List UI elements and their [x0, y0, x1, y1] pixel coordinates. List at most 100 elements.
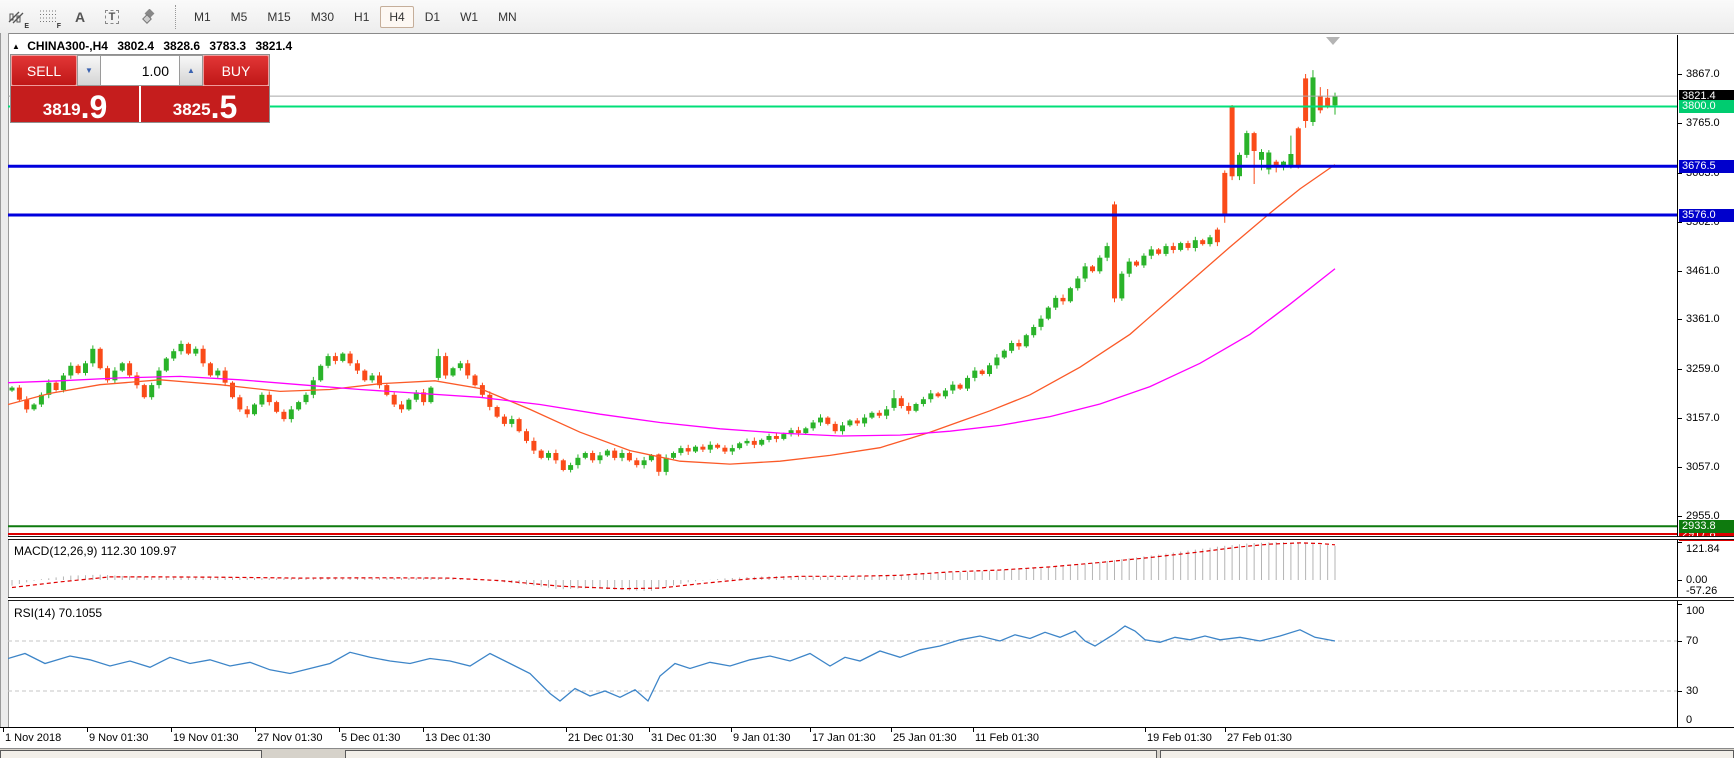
time-tick-mark — [891, 728, 892, 732]
price-callout-3576.0: 3576.0 — [1679, 208, 1734, 222]
chart-window-top-border — [0, 33, 1734, 34]
axis-tick-label: 3461.0 — [1686, 264, 1720, 277]
pane-separator[interactable] — [8, 536, 1734, 540]
crosshatch-e-icon[interactable]: E — [1, 4, 31, 30]
volume-input[interactable] — [101, 55, 179, 86]
time-tick-mark — [255, 728, 256, 732]
sell-price-display[interactable]: 3819 .9 — [11, 86, 139, 124]
axis-tick-mark — [1678, 691, 1682, 692]
ohlc-close: 3821.4 — [255, 39, 293, 53]
time-axis[interactable]: 1 Nov 2018 9 Nov 01:30 19 Nov 01:30 27 Nov … — [0, 727, 1734, 748]
axis-tick-mark — [1678, 580, 1682, 581]
axis-tick-label: 70 — [1686, 635, 1699, 647]
diamonds-icon — [142, 8, 155, 24]
axis-tick-mark — [1678, 466, 1682, 468]
time-tick-mark — [973, 728, 974, 732]
buy-button[interactable]: BUY — [203, 55, 269, 86]
timeframe-button-mn[interactable]: MN — [498, 9, 517, 24]
icon-sub-label: E — [24, 22, 29, 30]
time-axis-label: 1 Nov 2018 — [5, 732, 62, 744]
buy-price-display[interactable]: 3825 .5 — [139, 86, 269, 123]
grid-f-icon[interactable]: F — [33, 4, 63, 30]
time-axis-label: 27 Nov 01:30 — [257, 732, 323, 744]
timeframe-button-w1[interactable]: W1 — [460, 9, 479, 24]
axis-tick-label: 3259.0 — [1686, 362, 1720, 375]
timeframe-button-m5[interactable]: M5 — [230, 9, 248, 24]
timeframe-button-m30[interactable]: M30 — [310, 9, 335, 24]
time-tick-mark — [1225, 728, 1226, 732]
timeframe-button-h1[interactable]: H1 — [354, 9, 370, 24]
axis-tick-label: -57.26 — [1686, 585, 1718, 597]
axis-tick-mark — [1678, 542, 1682, 543]
rsi-label: RSI(14) 70.1055 — [14, 606, 103, 620]
chart-tab-segment[interactable] — [0, 750, 262, 758]
price-callout-3800.0: 3800.0 — [1679, 99, 1734, 113]
time-tick-mark — [87, 728, 88, 732]
axis-tick-label: 3057.0 — [1686, 460, 1720, 473]
time-tick-mark — [171, 728, 172, 732]
time-axis-label: 31 Dec 01:30 — [651, 732, 717, 744]
buy-price-main: 3825 — [172, 100, 211, 119]
timeframe-button-m15[interactable]: M15 — [267, 9, 291, 24]
axis-tick-mark — [1678, 123, 1682, 125]
volume-decrease-button[interactable]: ▼ — [77, 55, 101, 86]
timeframe-button-d1[interactable]: D1 — [424, 9, 441, 24]
sell-button[interactable]: SELL — [11, 55, 77, 86]
grid-icon — [40, 10, 56, 22]
ohlc-high: 3828.6 — [163, 39, 201, 53]
main-chart-pane[interactable] — [8, 35, 1677, 536]
timeframe-buttons: M1 M5 M15 M30 H1 H4 D1 W1 MN — [184, 5, 527, 28]
time-tick-mark — [3, 728, 4, 732]
crosshatch-icon — [8, 11, 24, 23]
axis-tick-label: 3765.0 — [1686, 117, 1720, 130]
timeframe-button-h4[interactable]: H4 — [380, 5, 414, 28]
axis-tick-mark — [1678, 319, 1682, 321]
chart-tab-segment[interactable] — [1160, 750, 1734, 758]
price-callout-3821.4: 3821.4 — [1679, 89, 1734, 103]
axis-tick-label: 0.00 — [1686, 574, 1708, 586]
rsi-pane[interactable] — [8, 602, 1677, 727]
one-click-trading-panel: SELL ▼ ▲ BUY 3819 .9 3825 .5 — [10, 54, 270, 123]
toolbar: E F A T ▾ M1 M5 M15 M30 H1 H4 D1 W1 MN — [0, 0, 1734, 34]
price-axis[interactable]: 3867.0 3765.0 3663.0 3562.0 3461.0 3361.0 3259… — [1677, 35, 1734, 730]
sell-price-main: 3819 — [42, 100, 81, 119]
icon-sub-label: F — [56, 22, 61, 30]
time-axis-label: 17 Jan 01:30 — [812, 732, 876, 744]
macd-pane[interactable] — [8, 541, 1677, 597]
macd-label: MACD(12,26,9) 112.30 109.97 — [14, 544, 177, 558]
axis-tick-mark — [1678, 172, 1682, 174]
axis-tick-mark — [1678, 418, 1682, 420]
axis-tick-label: 3361.0 — [1686, 313, 1720, 326]
shapes-color-icon[interactable]: ▾ — [129, 4, 169, 30]
axis-tick-mark — [1678, 603, 1682, 605]
axis-tick-label: 100 — [1686, 605, 1705, 617]
axis-tick-mark — [1678, 368, 1682, 370]
timeframe-button-m1[interactable]: M1 — [194, 9, 211, 24]
time-axis-label: 9 Jan 01:30 — [733, 732, 791, 744]
toolbar-separator — [175, 4, 177, 29]
time-axis-label: 25 Jan 01:30 — [893, 732, 957, 744]
text-box-icon[interactable]: T — [97, 4, 127, 30]
time-axis-label: 21 Dec 01:30 — [568, 732, 634, 744]
price-callout-2933.8: 2933.8 — [1679, 519, 1734, 533]
time-tick-mark — [731, 728, 732, 732]
bottom-tab-strip — [0, 748, 1734, 758]
time-axis-label: 13 Dec 01:30 — [425, 732, 491, 744]
price-callout-3676.5: 3676.5 — [1679, 159, 1734, 173]
time-axis-label: 27 Feb 01:30 — [1227, 732, 1292, 744]
volume-increase-button[interactable]: ▲ — [179, 55, 203, 86]
text-label-icon[interactable]: A — [74, 8, 86, 25]
time-axis-label: 19 Nov 01:30 — [173, 732, 239, 744]
axis-tick-label: 3157.0 — [1686, 412, 1720, 425]
chart-window-left-frame — [0, 33, 9, 758]
chart-header: ▲ CHINA300-,H4 3802.4 3828.6 3783.3 3821… — [12, 39, 298, 53]
time-tick-mark — [810, 728, 811, 732]
pane-separator[interactable] — [8, 597, 1734, 601]
chart-tab-segment[interactable] — [345, 750, 1157, 758]
time-axis-label: 9 Nov 01:30 — [89, 732, 149, 744]
axis-tick-mark — [1678, 516, 1682, 517]
chart-shift-marker-icon[interactable] — [1326, 37, 1340, 45]
time-tick-mark — [566, 728, 567, 732]
axis-tick-mark — [1678, 221, 1682, 223]
